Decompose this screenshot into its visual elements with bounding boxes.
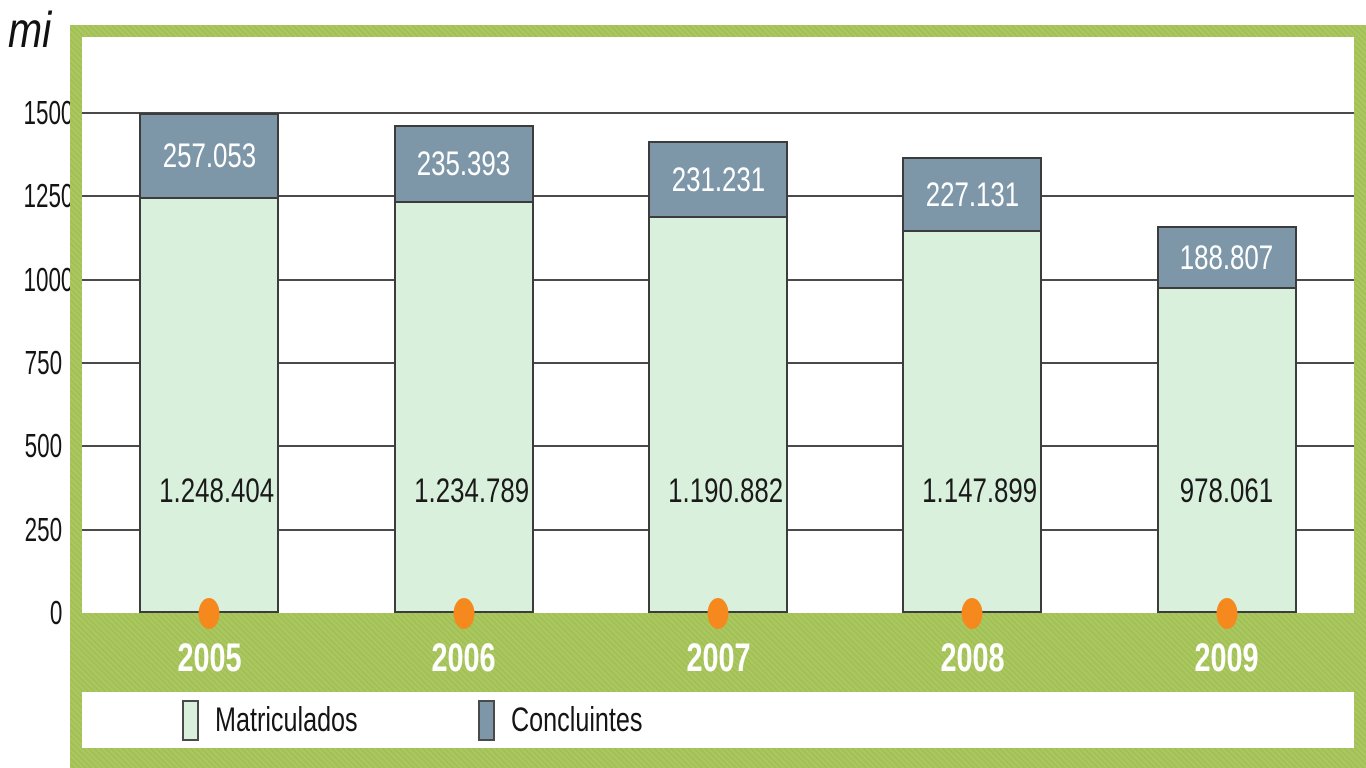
y-tick-text: 0 (49, 594, 62, 631)
axis-marker-dot (1216, 598, 1238, 629)
y-tick-text: 1000 (23, 260, 74, 298)
y-tick-label: 500 (0, 427, 62, 465)
bar-segment-concluintes: 235.393 (393, 124, 534, 204)
axis-marker-dot (707, 598, 729, 629)
y-tick-text: 500 (24, 427, 62, 465)
matriculados-value-label: 1.234.789 (396, 473, 532, 509)
y-tick-label: 750 (0, 344, 62, 382)
stacked-bar-2009: 188.807 978.061 (1156, 226, 1297, 613)
x-axis-year-label: 2008 (928, 636, 1017, 680)
axis-marker-dot (961, 598, 983, 629)
legend: Matriculados Concluintes (82, 692, 1354, 748)
bar-segment-matriculados: 1.190.882 (648, 216, 789, 613)
y-axis-unit-text: mi (8, 2, 52, 58)
concluintes-value-label: 257.053 (162, 137, 256, 176)
bar-segment-concluintes: 227.131 (902, 156, 1043, 233)
legend-label: Concluintes (511, 701, 689, 739)
matriculados-value-text: 1.234.789 (413, 472, 529, 510)
matriculados-value-text: 1.248.404 (159, 472, 275, 510)
year-text: 2005 (177, 635, 242, 680)
y-tick-label: 250 (0, 511, 62, 549)
y-tick-label: 0 (0, 594, 62, 632)
year-text: 2007 (685, 635, 751, 680)
axis-marker-dot (198, 598, 220, 629)
year-text: 2008 (940, 635, 1005, 680)
legend-item-matriculados: Matriculados (182, 699, 408, 741)
legend-label: Matriculados (215, 701, 408, 739)
year-text: 2006 (431, 635, 496, 680)
bar-segment-concluintes: 257.053 (139, 113, 280, 199)
y-tick-label: 1000 (0, 261, 73, 299)
x-axis-year-label: 2007 (674, 636, 763, 680)
year-slot: 2007 (591, 623, 845, 692)
y-axis-unit-label: mi (8, 2, 88, 62)
legend-swatch (477, 699, 495, 741)
stacked-bar-2005: 257.053 1.248.404 (139, 113, 280, 613)
stacked-bar-2007: 231.231 1.190.882 (648, 140, 789, 613)
x-axis-year-label: 2006 (419, 636, 508, 680)
bar-segment-matriculados: 978.061 (1156, 286, 1297, 613)
y-tick-text: 1500 (23, 94, 74, 131)
x-axis-band: 2005 2006 2007 2008 2009 (82, 613, 1354, 692)
bar-slot-2007: 231.231 1.190.882 (591, 37, 845, 629)
matriculados-value-text: 1.190.882 (668, 472, 784, 510)
year-slot: 2006 (336, 623, 590, 692)
year-slot: 2005 (82, 623, 336, 692)
matriculados-value-label: 1.147.899 (904, 473, 1040, 509)
y-tick-text: 1250 (23, 177, 74, 215)
bar-slot-2009: 188.807 978.061 (1100, 37, 1354, 629)
chart-frame: 257.053 1.248.404 235.393 1.234.789 231.231 1… (70, 25, 1366, 768)
legend-label-text: Matriculados (215, 701, 358, 739)
gridline (82, 112, 1354, 114)
year-slot: 2008 (845, 623, 1099, 692)
concluintes-value-label: 235.393 (416, 145, 511, 184)
year-slot: 2009 (1100, 623, 1354, 692)
x-axis-year-label: 2009 (1182, 636, 1271, 680)
bar-segment-concluintes: 231.231 (648, 140, 789, 219)
stacked-bar-2006: 235.393 1.234.789 (393, 124, 534, 613)
bar-segment-matriculados: 1.248.404 (139, 196, 280, 613)
legend-item-concluintes: Concluintes (477, 699, 689, 741)
bar-segment-matriculados: 1.147.899 (902, 230, 1043, 613)
bar-slot-2008: 227.131 1.147.899 (845, 37, 1099, 629)
bars-layer: 257.053 1.248.404 235.393 1.234.789 231.231 1… (82, 37, 1354, 629)
bar-segment-concluintes: 188.807 (1156, 226, 1297, 289)
stacked-bar-2008: 227.131 1.147.899 (902, 156, 1043, 613)
plot-area: 257.053 1.248.404 235.393 1.234.789 231.231 1… (82, 37, 1354, 629)
y-axis-tick-labels: 0 250 500 750 1000 1250 1500 (0, 0, 73, 768)
y-tick-label: 1250 (0, 177, 73, 215)
matriculados-value-label: 978.061 (1159, 473, 1295, 509)
legend-swatch (182, 699, 199, 741)
legend-label-text: Concluintes (510, 701, 643, 739)
y-tick-label: 1500 (0, 94, 73, 132)
bar-slot-2006: 235.393 1.234.789 (336, 37, 590, 629)
bar-segment-matriculados: 1.234.789 (393, 201, 534, 613)
matriculados-value-text: 1.147.899 (922, 472, 1038, 510)
y-tick-text: 250 (24, 510, 62, 548)
concluintes-value-label: 188.807 (1180, 238, 1274, 277)
matriculados-value-label: 1.248.404 (141, 473, 277, 509)
matriculados-value-label: 1.190.882 (650, 473, 786, 509)
year-text: 2009 (1194, 635, 1259, 680)
x-axis-year-label: 2005 (165, 636, 254, 680)
bar-slot-2005: 257.053 1.248.404 (82, 37, 336, 629)
concluintes-value-label: 227.131 (925, 175, 1020, 214)
concluintes-value-label: 231.231 (671, 160, 765, 199)
y-tick-text: 750 (24, 344, 62, 381)
matriculados-value-text: 978.061 (1180, 472, 1274, 510)
axis-marker-dot (453, 598, 475, 629)
